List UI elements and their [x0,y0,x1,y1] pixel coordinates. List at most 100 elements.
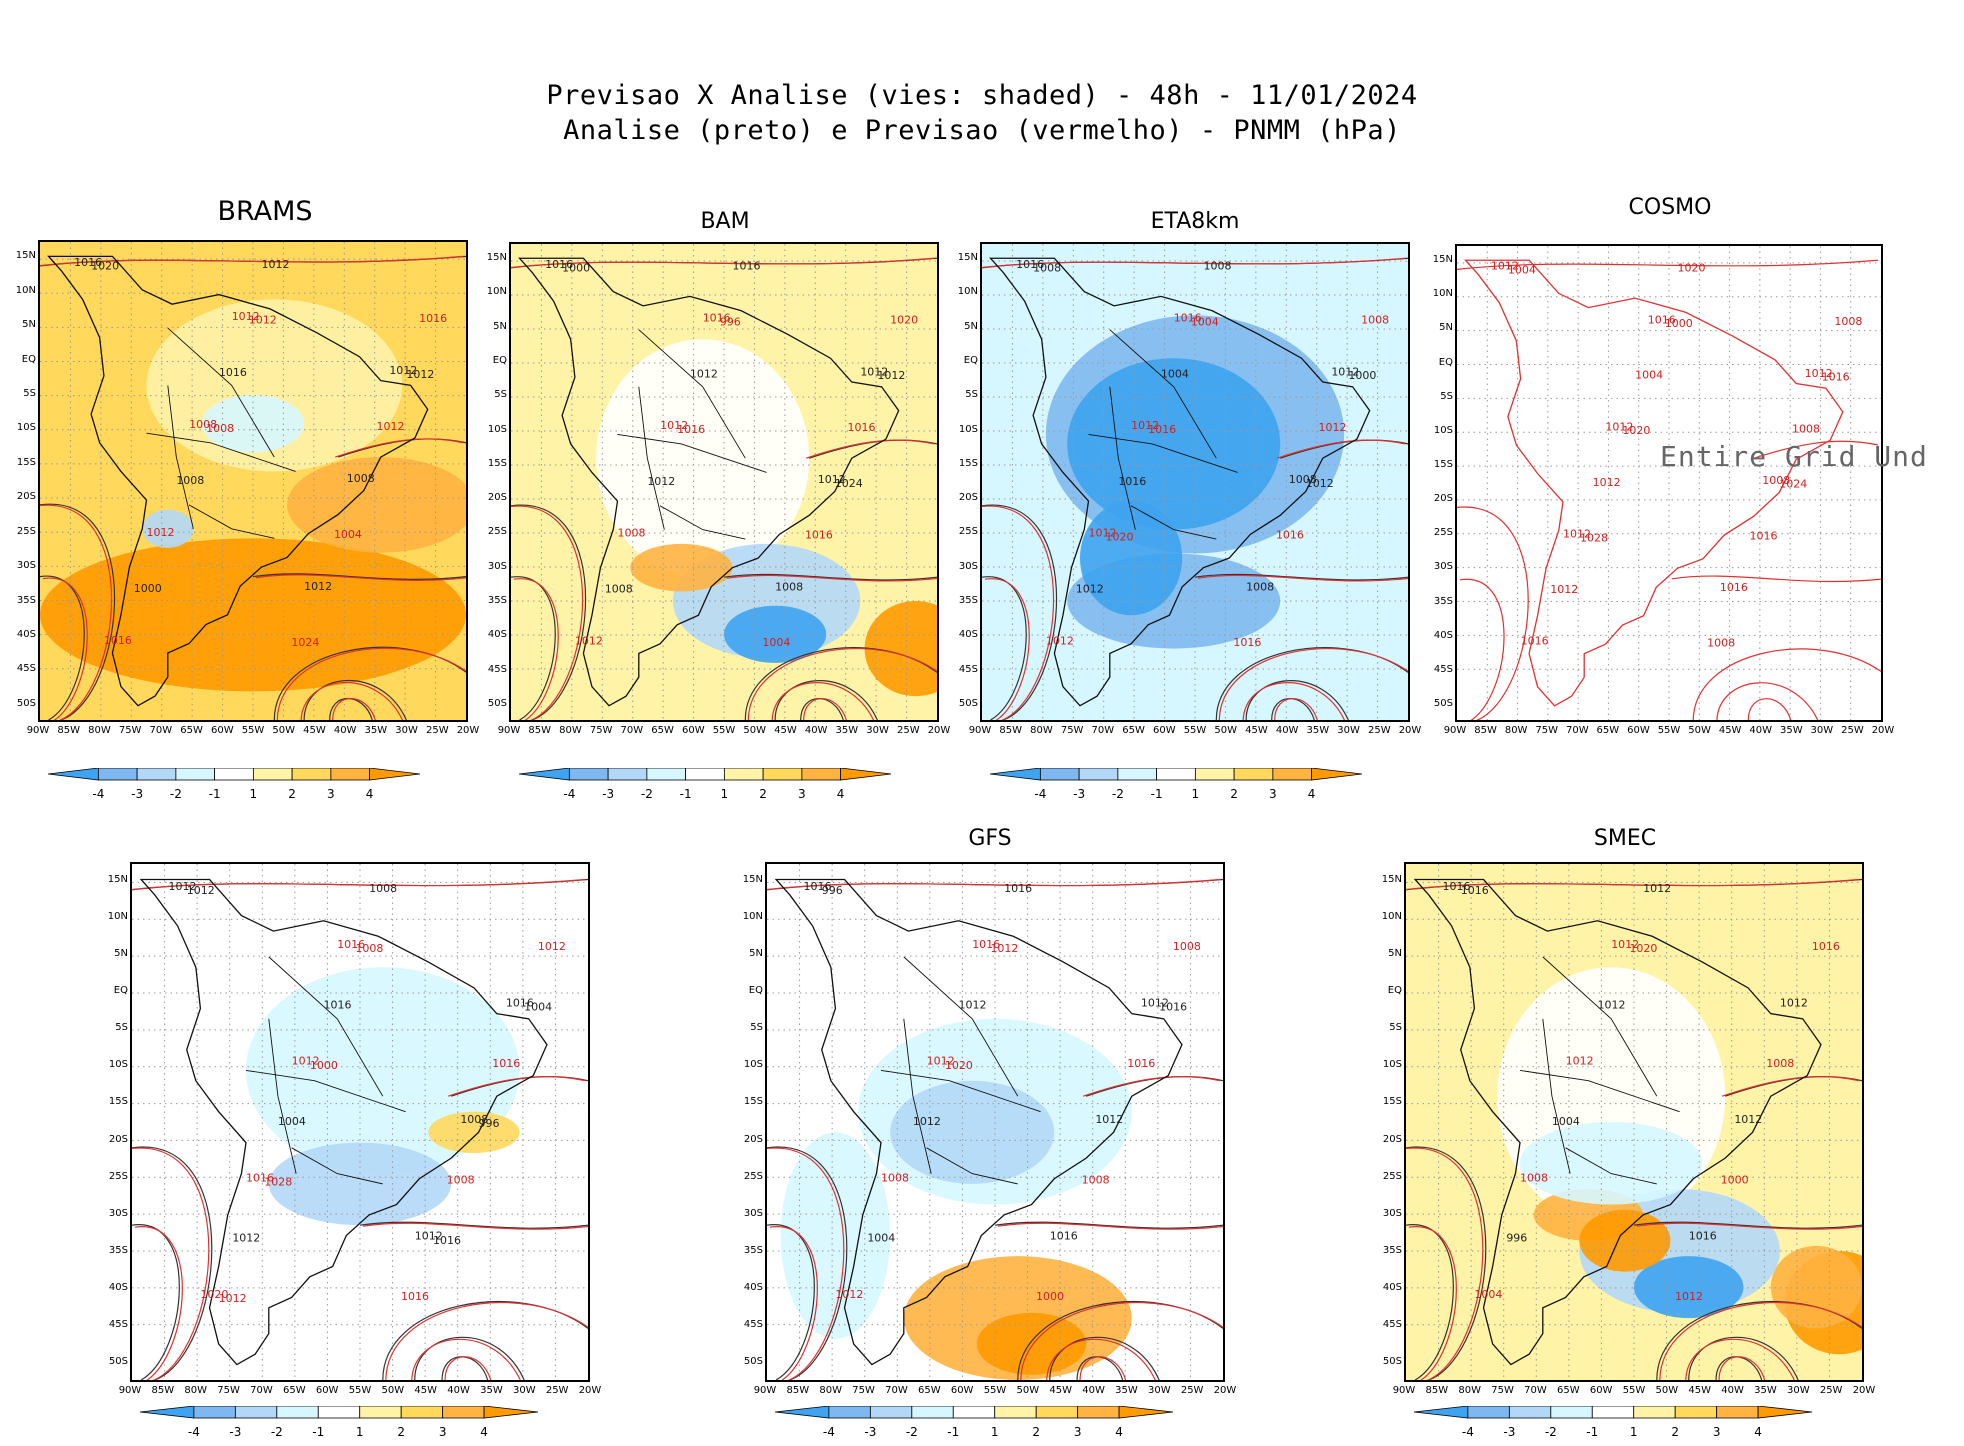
isobar-label: 1004 [1474,1288,1502,1301]
isobar-forecast [1406,878,1860,891]
colorbar-label: -1 [947,1425,959,1439]
colorbar-label: -4 [1034,787,1046,801]
lat-tick-label: 10S [1382,1059,1402,1071]
lat-tick-label: 10N [15,284,36,296]
colorbar-swatch [869,1405,913,1419]
isobar-analysis [40,503,116,720]
isobar-label: 1008 [1246,581,1274,594]
isobar-label: 1016 [1118,475,1146,488]
lat-tick-label: 40S [16,628,36,640]
isobar-forecast [134,1226,183,1380]
lat-tick-label: 25S [1433,527,1453,539]
isobar-forecast [1218,648,1408,720]
lon-tick-label: 20W [456,725,480,736]
lon-tick-label: 80W [88,725,111,736]
colorbar: -4 -3 -2 -1 1 2 3 4 [47,767,421,804]
isobar-label: 1016 [733,260,761,273]
border [1565,1147,1657,1185]
bias-area [287,457,466,553]
isobar-label: 1016 [74,256,102,269]
colorbar-label: -4 [563,787,575,801]
bias-area [142,509,194,548]
border [167,327,275,458]
coastline [774,878,1183,1366]
lon-tick-label: 55W [712,725,736,736]
lon-tick-label: 45W [1245,725,1268,736]
lat-tick-label: 15S [16,456,36,468]
lon-tick-label: 75W [118,725,142,736]
isobar-label: 1012 [1095,1113,1123,1126]
lat-tick-label: 5S [1440,390,1453,402]
lat-tick-label: 45S [487,663,507,675]
isobar-analysis [359,1221,588,1229]
isobar-label: 1012 [1805,367,1833,380]
lat-tick-label: 10S [743,1059,763,1071]
lon-tick-label: 40W [804,725,828,736]
figure-title-line1: Previsao X Analise (vies: shaded) - 48h … [546,80,1418,111]
lon-tick-label: 70W [885,1385,908,1396]
lon-tick-label: 25W [425,725,449,736]
isobar-analysis [982,504,1058,720]
isobar-label: 1008 [605,582,633,595]
lon-tick-label: 40W [333,725,357,736]
isobar-forecast [1692,648,1881,720]
border [617,433,767,473]
lon-tick-label: 45W [1688,1385,1712,1396]
isobar-labels: 1016101610121012101210081016101210161008… [803,880,1200,1303]
isobar-label: 1012 [647,475,675,488]
country-borders [880,956,1041,1185]
colorbar-swatch [1757,1405,1813,1419]
isobar-analysis [1688,1336,1799,1380]
lat-tick-label: 20S [1382,1133,1402,1145]
isobar-forecast [767,878,1221,891]
border [291,1147,383,1185]
isobar-label: 1004 [1161,367,1189,380]
colorbar-swatch [214,767,254,781]
isobar-label: 1012 [406,368,434,381]
lon-tick-label: 70W [1565,725,1589,736]
isobar-label: 1016 [1159,1001,1187,1014]
colorbar-label: -2 [271,1425,283,1439]
isobar-analysis [132,1146,213,1380]
colorbar-swatch [291,767,332,781]
colorbar-label: 3 [798,787,806,801]
map-panel-5: 1012 1016 1016 1012 1008 1016 1012 1020 1008 1012… [130,862,590,1382]
isobar-label: 1016 [805,529,833,542]
isobar-label: 1000 [562,262,590,275]
isobar-forecast [1716,682,1819,720]
isobar-label: 1004 [762,636,790,649]
isobar-labels: 1016101610121012101210081008101210161020… [545,258,918,649]
lat-tick-label: EQ [1438,356,1453,368]
colorbar-swatch [607,767,648,781]
isobar-forecast [997,1222,1223,1230]
lon-tick-label: 65W [651,725,674,736]
map-panel-gfs: 1016 1016 1012 1012 1012 1008 1016 1012 1016 1008… [765,862,1225,1382]
lon-tick-label: 50W [381,1385,405,1396]
isobar-label: 1012 [575,634,603,647]
colorbar-label: -3 [1073,787,1085,801]
isobar-label: 1008 [1707,637,1735,650]
isobar-forecast [1636,1222,1862,1230]
isobar-label: 1016 [1521,635,1549,648]
lat-tick-label: 10N [1381,910,1402,922]
lon-tick-label: 70W [1524,1385,1547,1396]
lat-tick-label: 35S [1433,595,1453,607]
isobar-forecast [42,577,88,720]
isobar-label: 1008 [1520,1171,1548,1184]
isobar-label: 1012 [1563,528,1591,541]
isobar-forecast [300,681,403,720]
isobar-label: 1016 [1822,371,1850,384]
colorbar-swatch [252,767,293,781]
colorbar-swatch [97,767,138,781]
isobar-forecast [1274,697,1318,720]
colorbar-swatch [1233,767,1274,781]
isobars [1457,259,1881,720]
lat-tick-label: 40S [1433,629,1453,641]
isobar-forecast [511,257,935,269]
lon-tick-label: 50W [272,725,296,736]
colorbar-label: -3 [602,787,614,801]
lon-tick-label: 80W [1504,725,1528,736]
isobar-label: 1016 [219,366,247,379]
country-borders [245,956,406,1185]
colorbar-swatch [276,1405,319,1419]
